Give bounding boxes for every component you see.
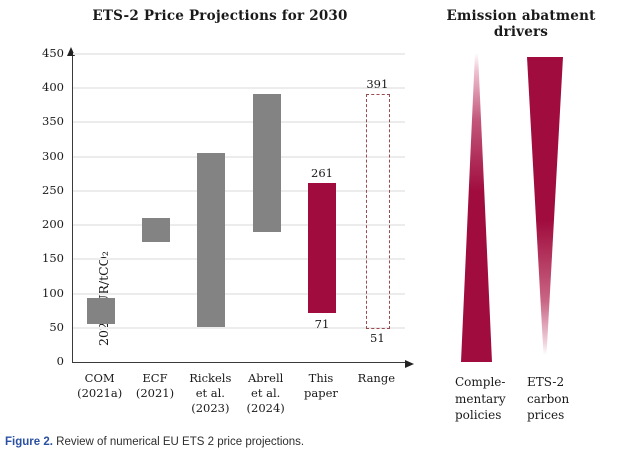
x-label-rickels-et-al-2023: Rickels et al. (2023) [164,371,256,416]
x-label-abrell-et-al-2024: Abrell et al. (2024) [220,371,312,416]
y-tick-0: 0 [56,354,64,368]
label-line: ETS-2 [527,375,565,389]
bar-ecf-2021 [142,218,170,243]
chart-title: ETS-2 Price Projections for 2030 [92,8,348,24]
bar-abrell-et-al-2024 [252,94,281,232]
y-tick-50: 50 [49,319,64,334]
y-tick-150: 150 [42,251,64,266]
complementary-policies-wedge [461,53,492,362]
x-label-ecf-2021: ECF (2021) [109,371,201,401]
figure-caption-label: Figure 2. [5,436,53,448]
x-label-line: paper [304,386,338,400]
x-label-com-2021a: COM (2021a) [54,371,146,401]
y-tick-300: 300 [42,148,64,163]
bar-rickels-et-al-2023 [197,153,226,328]
y-tick-100: 100 [42,285,64,300]
x-label-line: (2023) [191,401,230,415]
gridline-200 [73,224,405,227]
value-label-low-this-paper: 71 [314,317,330,332]
figure-caption-text: Review of numerical EU ETS 2 price proje… [56,436,305,448]
y-tick-450: 450 [42,46,64,60]
gridline-350 [73,121,405,124]
y-tick-200: 200 [42,217,64,232]
x-label-this-paper: This paper [275,371,367,401]
x-label-line: Abrell [247,371,284,385]
y-tick-400: 400 [42,80,64,95]
x-label-line: (2021a) [77,386,123,400]
x-axis-arrow-icon [405,359,414,368]
x-label-line: Rickels [189,371,232,385]
y-tick-350: 350 [42,114,64,129]
x-label-line: (2024) [246,401,285,415]
value-label-high-this-paper: 261 [311,166,333,181]
gridline-250 [73,189,405,192]
complementary-policies-label: Comple- mentary policies [455,374,506,424]
bar-com-2021a [86,298,115,325]
y-axis-arrow-icon [67,47,75,56]
x-label-line: Range [357,371,395,385]
gridline-150 [73,258,405,261]
label-line: carbon [527,391,570,406]
gridline-400 [73,87,405,90]
x-label-line: et al. [195,386,225,400]
label-line: prices [527,408,565,422]
value-label-high-range: 391 [366,77,389,92]
drivers-diagram [461,53,563,362]
figure-caption: Figure 2. Review of numerical EU ETS 2 p… [5,436,304,448]
x-label-line: et al. [251,386,281,400]
gridline-50 [73,326,405,329]
gridline-300 [73,155,405,158]
gridline-100 [73,292,405,295]
label-line: Comple- [455,375,506,389]
x-label-line: COM [84,371,115,385]
bar-this-paper [308,183,336,314]
plot-area: 261 71 391 51 [67,47,414,368]
bar-range [366,94,391,330]
x-label-line: (2021) [135,386,175,400]
value-label-low-range: 51 [370,331,385,346]
label-line: policies [455,408,502,422]
x-label-range: Range [330,371,422,386]
ets2-carbon-prices-wedge [527,57,563,355]
drivers-title: Emission abatment drivers [446,8,596,40]
y-tick-250: 250 [42,182,64,197]
label-line: mentary [455,391,506,406]
ets2-carbon-prices-label: ETS-2 carbon prices [527,374,569,424]
x-label-line: ECF [142,371,168,385]
x-label-line: This [308,371,334,385]
gridline-450 [73,53,405,55]
